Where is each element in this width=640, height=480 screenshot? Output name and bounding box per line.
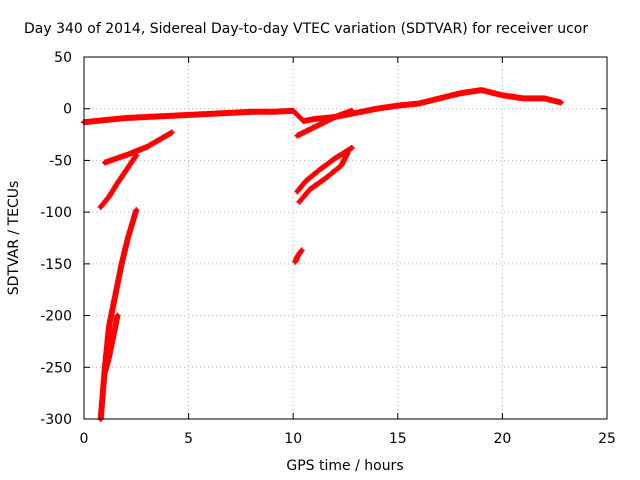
data-point bbox=[123, 116, 128, 121]
data-point bbox=[479, 88, 484, 93]
series-track-f bbox=[296, 150, 351, 205]
data-point bbox=[345, 151, 350, 156]
data-point bbox=[123, 153, 128, 158]
data-point bbox=[134, 153, 139, 158]
data-point bbox=[339, 163, 344, 168]
y-tick-label: -50 bbox=[49, 153, 72, 169]
data-point bbox=[119, 261, 124, 266]
x-tick-label: 5 bbox=[184, 431, 193, 447]
data-point bbox=[303, 179, 308, 184]
y-tick-label: 0 bbox=[63, 102, 72, 118]
data-point bbox=[295, 189, 300, 194]
x-tick-label: 25 bbox=[598, 431, 616, 447]
data-point bbox=[353, 110, 358, 115]
y-tick-label: 50 bbox=[54, 50, 72, 66]
data-point bbox=[295, 254, 300, 259]
data-point bbox=[297, 199, 302, 204]
data-point bbox=[316, 168, 321, 173]
data-point bbox=[322, 177, 327, 182]
series-track-e bbox=[294, 145, 355, 195]
chart-title: Day 340 of 2014, Sidereal Day-to-day VTE… bbox=[24, 21, 588, 37]
data-point bbox=[134, 208, 139, 213]
data-point bbox=[98, 204, 103, 209]
data-point bbox=[307, 187, 312, 192]
data-point-markers bbox=[81, 87, 564, 126]
data-point-markers bbox=[101, 129, 175, 166]
y-axis-label: SDTVAR / TECUs bbox=[6, 181, 22, 296]
data-point bbox=[333, 156, 338, 161]
data-point bbox=[349, 146, 354, 151]
data-point bbox=[102, 370, 107, 375]
data-point bbox=[165, 113, 170, 118]
data-point bbox=[437, 96, 442, 101]
y-tick-label: -250 bbox=[40, 360, 72, 376]
data-point bbox=[301, 119, 306, 124]
data-points bbox=[81, 87, 564, 422]
data-point bbox=[270, 109, 275, 114]
data-point bbox=[312, 125, 317, 130]
data-point bbox=[115, 181, 120, 186]
data-point bbox=[115, 313, 120, 318]
data-point bbox=[144, 144, 149, 149]
x-tick-label: 10 bbox=[284, 431, 302, 447]
x-tick-label: 20 bbox=[493, 431, 511, 447]
data-point bbox=[295, 133, 300, 138]
data-point bbox=[169, 130, 174, 135]
data-point bbox=[416, 101, 421, 106]
series-track-b bbox=[97, 152, 140, 210]
data-point bbox=[207, 111, 212, 116]
data-point bbox=[374, 106, 379, 111]
x-axis-label: GPS time / hours bbox=[286, 458, 403, 474]
y-tick-label: -150 bbox=[40, 257, 72, 273]
series-track-a bbox=[101, 129, 175, 166]
data-point bbox=[458, 91, 463, 96]
data-point bbox=[92, 119, 97, 124]
series-track-h bbox=[292, 247, 305, 265]
data-point bbox=[228, 110, 233, 115]
x-tick-label: 15 bbox=[389, 431, 407, 447]
data-point bbox=[558, 100, 563, 105]
data-point bbox=[123, 168, 128, 173]
plot-frame bbox=[83, 56, 608, 420]
series-track-g bbox=[294, 107, 355, 139]
data-point bbox=[107, 323, 112, 328]
data-point bbox=[293, 259, 298, 264]
data-point bbox=[107, 354, 112, 359]
data-point bbox=[249, 109, 254, 114]
series-track-d bbox=[101, 312, 121, 376]
data-point bbox=[333, 114, 338, 119]
data-point bbox=[542, 96, 547, 101]
data-point bbox=[107, 194, 112, 199]
data-point bbox=[113, 292, 118, 297]
data-point bbox=[102, 118, 107, 123]
y-tick-label: -100 bbox=[40, 205, 72, 221]
y-tick-label: -200 bbox=[40, 309, 72, 325]
data-point bbox=[349, 108, 354, 113]
data-point bbox=[521, 96, 526, 101]
data-point bbox=[299, 248, 304, 253]
y-tick-label: -300 bbox=[40, 412, 72, 428]
data-point bbox=[186, 112, 191, 117]
data-point bbox=[111, 334, 116, 339]
data-point bbox=[102, 160, 107, 165]
x-tick-label: 0 bbox=[80, 431, 89, 447]
data-point bbox=[113, 117, 118, 122]
data-point bbox=[500, 93, 505, 98]
series-track-main bbox=[81, 87, 564, 126]
data-point bbox=[395, 103, 400, 108]
data-point bbox=[312, 117, 317, 122]
data-point bbox=[125, 236, 130, 240]
data-point bbox=[291, 108, 296, 113]
data-point bbox=[144, 114, 149, 119]
